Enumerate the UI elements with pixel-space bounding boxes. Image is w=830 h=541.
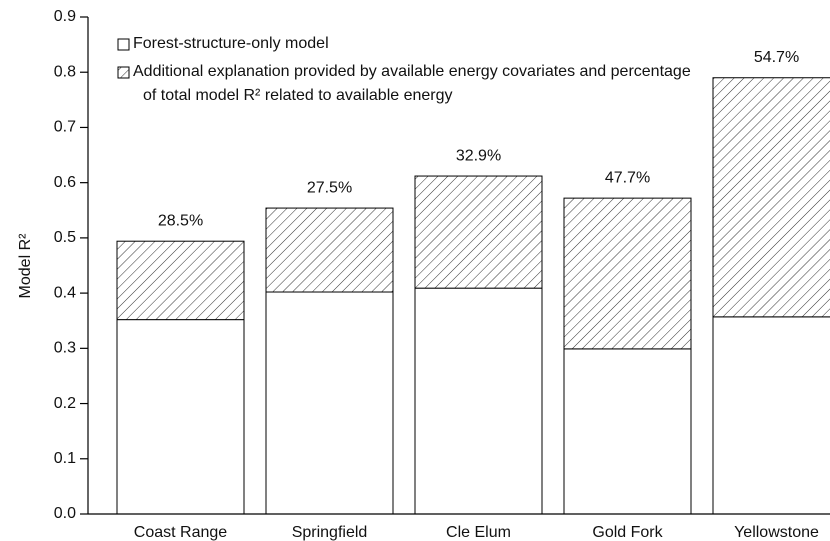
bar-annotation: 54.7% (754, 49, 799, 66)
bar-annotation: 28.5% (158, 212, 203, 229)
y-tick-label: 0.2 (54, 395, 76, 412)
bar-segment (712, 77, 830, 318)
y-tick-label: 0.5 (54, 229, 76, 246)
bar-annotation: 47.7% (605, 169, 650, 186)
y-tick-label: 0.8 (54, 63, 76, 80)
bar-annotation: 27.5% (307, 179, 352, 196)
x-tick-label: Cle Elum (446, 524, 511, 541)
y-tick-label: 0.0 (54, 505, 76, 522)
y-tick-label: 0.6 (54, 174, 76, 191)
bar-segment (414, 287, 543, 515)
bar-segment (265, 207, 394, 293)
bar-segment (563, 348, 692, 515)
y-tick-label: 0.7 (54, 119, 76, 136)
bar-segment (265, 291, 394, 515)
bar-segment (414, 175, 543, 289)
legend-label: Additional explanation provided by avail… (133, 63, 691, 104)
y-tick-label: 0.4 (54, 284, 76, 301)
x-tick-label: Springfield (292, 524, 368, 541)
bar-annotation: 32.9% (456, 147, 501, 164)
x-tick-label: Coast Range (134, 524, 227, 541)
y-tick-label: 0.1 (54, 450, 76, 467)
legend-label-line: of total model R² related to available e… (143, 87, 453, 104)
legend-swatch (117, 66, 130, 79)
bar-segment (116, 319, 245, 515)
y-tick-label: 0.3 (54, 340, 76, 357)
legend-swatch (117, 38, 130, 51)
bar-segment (712, 316, 830, 515)
legend-label-line: Additional explanation provided by avail… (133, 63, 691, 80)
bar-segment (563, 197, 692, 350)
x-tick-label: Yellowstone (734, 524, 819, 541)
legend-label: Forest-structure-only model (133, 35, 329, 52)
y-tick-label: 0.9 (54, 8, 76, 25)
x-tick-label: Gold Fork (592, 524, 663, 541)
bar-segment (116, 240, 245, 321)
y-axis-label: Model R² (17, 233, 34, 299)
